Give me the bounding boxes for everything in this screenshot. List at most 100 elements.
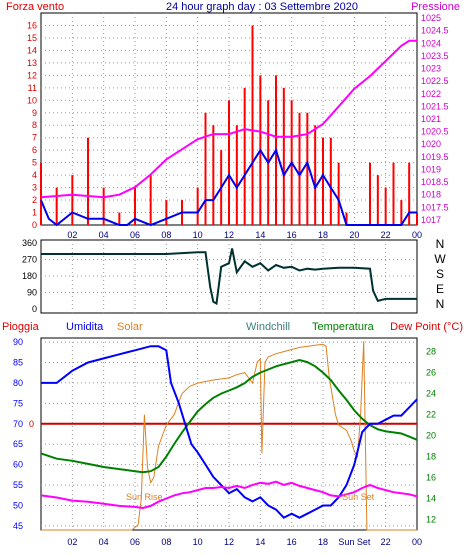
temperature-tick-label: 12 — [426, 515, 436, 525]
legend-windchill: Windchill — [246, 321, 290, 333]
wind-tick-label: 8 — [32, 120, 37, 130]
wind-tick-label: 2 — [32, 195, 37, 205]
hour-tick-label: 12 — [224, 230, 234, 240]
temperature-line — [40, 358, 418, 474]
wind-tick-label: 15 — [27, 33, 37, 43]
degree-tick-label: 0 — [32, 304, 37, 314]
pressure-tick-label: 1023.5 — [421, 51, 449, 61]
hour-tick-label: 12 — [224, 537, 234, 547]
temperature-y-ticks: 12 14 16 18 20 22 24 26 28 — [426, 347, 436, 525]
hour-tick-label: 22 — [381, 230, 391, 240]
hour-tick-label: 20 — [349, 230, 359, 240]
degree-tick-label: 180 — [22, 271, 37, 281]
hour-tick-label: Sun Set — [338, 537, 371, 547]
rain-zero-label: 0 — [29, 419, 34, 429]
wind-tick-label: 13 — [27, 58, 37, 68]
humidity-tick-label: 90 — [13, 337, 23, 347]
wind-tick-label: 4 — [32, 170, 37, 180]
direction-line — [41, 248, 417, 306]
compass-label: N — [436, 297, 445, 311]
humidity-tick-label: 50 — [13, 500, 23, 510]
pressure-y-ticks: 1017 1017.5 1018 1018.5 1019 1019.5 1020 1020.5… — [421, 13, 449, 225]
hour-tick-label: 22 — [381, 537, 391, 547]
temperature-tick-label: 22 — [426, 410, 436, 420]
hour-tick-label: 18 — [318, 230, 328, 240]
temperature-tick-label: 20 — [426, 431, 436, 441]
wind-tick-label: 9 — [32, 108, 37, 118]
humidity-tick-label: 80 — [13, 378, 23, 388]
pressure-tick-label: 1018 — [421, 190, 441, 200]
wind-tick-label: 1 — [32, 208, 37, 218]
temperature-tick-label: 18 — [426, 452, 436, 462]
direction-y-ticks: 0 90 180 270 360 — [22, 238, 37, 314]
humidity-tick-label: 70 — [13, 419, 23, 429]
pressure-tick-label: 1024.5 — [421, 26, 449, 36]
pressure-tick-label: 1020 — [421, 139, 441, 149]
wind-pressure-panel: Forza vento 24 hour graph day : 03 Sette… — [6, 1, 460, 240]
hour-tick-label: 14 — [255, 230, 265, 240]
wind-tick-label: 16 — [27, 20, 37, 30]
wind-tick-label: 11 — [28, 83, 37, 93]
pressure-tick-label: 1022.5 — [421, 76, 449, 86]
humidity-tick-label: 65 — [13, 439, 23, 449]
meteo-panel: Pioggia Umidita Solar Windchill Temperat… — [2, 321, 463, 547]
degree-tick-label: 360 — [22, 238, 37, 248]
pressure-tick-label: 1017 — [421, 215, 441, 225]
legend-temperatura: Temperatura — [312, 321, 375, 333]
hour-tick-label: 04 — [99, 537, 109, 547]
humidity-tick-label: 85 — [13, 358, 23, 368]
humidity-tick-label: 45 — [13, 521, 23, 531]
compass-label: N — [436, 237, 445, 251]
pressure-tick-label: 1020.5 — [421, 127, 449, 137]
wind-tick-label: 10 — [27, 95, 37, 105]
hour-tick-label: 08 — [161, 230, 171, 240]
hour-tick-label: 18 — [318, 537, 328, 547]
temperature-tick-label: 14 — [426, 494, 436, 504]
hour-tick-label: 08 — [161, 537, 171, 547]
pressure-line — [40, 39, 417, 199]
temperature-tick-label: 28 — [426, 347, 436, 357]
hour-tick-label: 02 — [67, 537, 77, 547]
legend-pioggia: Pioggia — [2, 321, 40, 333]
pressure-axis-label: Pressione — [411, 1, 460, 13]
pressure-tick-label: 1021.5 — [421, 101, 449, 111]
dew-point-line — [40, 480, 418, 510]
temperature-tick-label: 24 — [426, 389, 436, 399]
pressure-tick-label: 1022 — [421, 89, 441, 99]
hour-tick-label: 00 — [412, 230, 422, 240]
temperature-tick-label: 26 — [426, 368, 436, 378]
hour-tick-label: 16 — [287, 230, 297, 240]
wind-x-ticks: 02 04 06 08 10 12 14 16 18 20 22 00 — [67, 230, 422, 240]
wind-tick-label: 0 — [32, 220, 37, 230]
compass-label: W — [434, 252, 446, 266]
hour-tick-label: 06 — [130, 537, 140, 547]
pressure-tick-label: 1025 — [421, 13, 441, 23]
pressure-tick-label: 1017.5 — [421, 202, 449, 212]
hour-tick-label: 00 — [412, 537, 422, 547]
hour-tick-label: 10 — [193, 230, 203, 240]
legend-umidita: Umidita — [66, 321, 104, 333]
pressure-tick-label: 1019.5 — [421, 152, 449, 162]
humidity-tick-label: 55 — [13, 480, 23, 490]
hour-tick-label: 14 — [255, 537, 265, 547]
wind-tick-label: 12 — [27, 70, 37, 80]
compass-label: E — [436, 282, 444, 296]
humidity-y-ticks: 45 50 55 60 65 70 75 80 85 90 — [13, 337, 23, 531]
chart-title: 24 hour graph day : 03 Settembre 2020 — [166, 1, 358, 13]
hour-tick-label: 10 — [193, 537, 203, 547]
compass-label: S — [436, 267, 444, 281]
pressure-tick-label: 1021 — [421, 114, 441, 124]
wind-tick-label: 7 — [32, 133, 37, 143]
sunset-annotation: Sun Set — [342, 492, 375, 502]
hour-tick-label: 16 — [287, 537, 297, 547]
hour-tick-label: 02 — [67, 230, 77, 240]
humidity-line — [41, 345, 418, 519]
wind-tick-label: 5 — [32, 158, 37, 168]
hour-tick-label: 04 — [99, 230, 109, 240]
pressure-tick-label: 1018.5 — [421, 177, 449, 187]
wind-tick-label: 3 — [32, 183, 37, 193]
